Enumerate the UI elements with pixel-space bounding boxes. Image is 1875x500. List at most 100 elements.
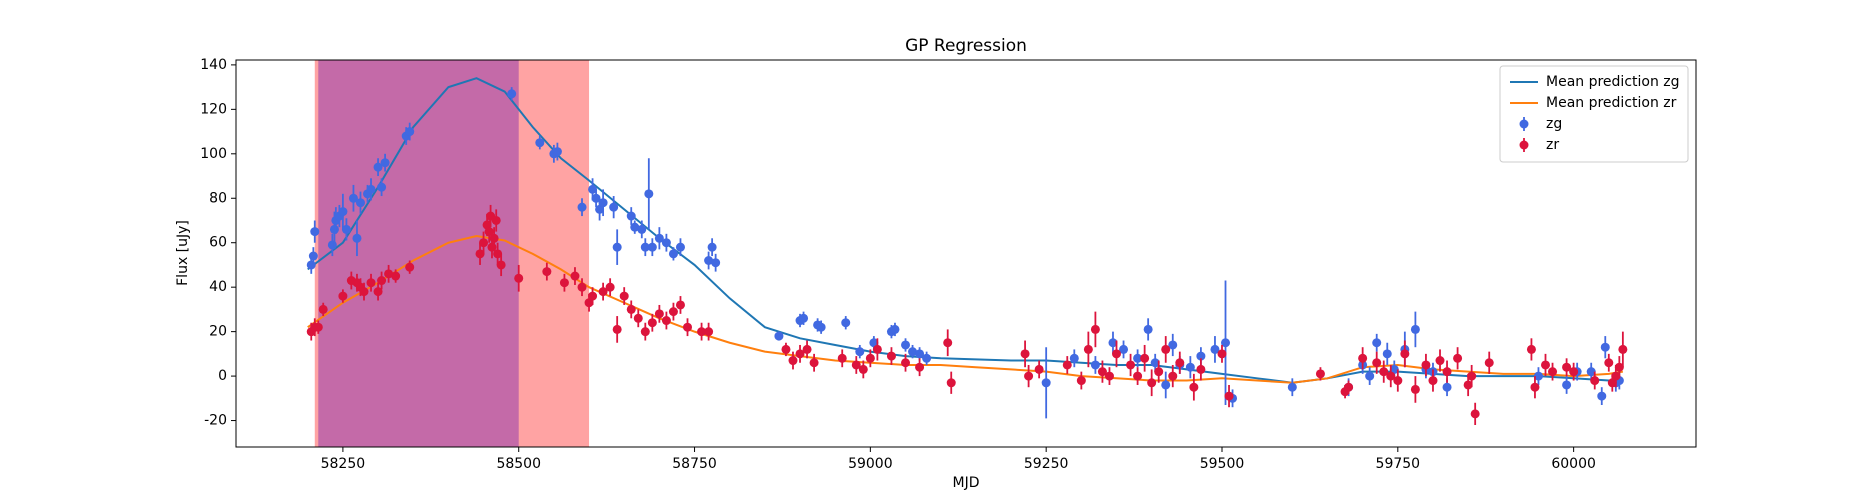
x-tick-label: 58750	[672, 456, 717, 472]
data-point	[318, 304, 328, 314]
data-point	[310, 227, 320, 237]
data-point	[595, 204, 605, 214]
x-tick-label: 60000	[1551, 456, 1596, 472]
data-point	[644, 189, 654, 199]
data-point	[1344, 382, 1354, 392]
data-point	[668, 249, 678, 259]
data-point	[338, 291, 348, 301]
legend-swatch	[1519, 119, 1529, 129]
data-point	[535, 138, 545, 148]
data-point	[355, 198, 365, 208]
data-point	[591, 193, 601, 203]
data-point	[1196, 364, 1206, 374]
data-point	[943, 338, 953, 348]
data-point	[405, 262, 415, 272]
x-axis-label: MJD	[953, 475, 980, 491]
data-point	[675, 242, 685, 252]
data-point	[1562, 380, 1572, 390]
data-point	[647, 318, 657, 328]
data-point	[491, 215, 501, 225]
data-point	[1358, 353, 1368, 363]
data-point	[559, 278, 569, 288]
legend: Mean prediction zg Mean prediction zr zg zr	[1499, 65, 1689, 163]
data-point	[1410, 324, 1420, 334]
data-point	[308, 251, 318, 261]
data-point	[489, 233, 499, 243]
data-point	[1210, 344, 1220, 354]
data-point	[1217, 349, 1227, 359]
mean-line	[307, 77, 1623, 384]
data-point	[858, 364, 868, 374]
data-point	[405, 127, 415, 137]
data-point	[484, 227, 494, 237]
mean-line	[307, 235, 1624, 384]
data-point	[1224, 391, 1234, 401]
data-point	[675, 300, 685, 310]
data-point	[329, 224, 339, 234]
data-point	[855, 347, 865, 357]
data-point	[341, 224, 351, 234]
data-point	[799, 313, 809, 323]
y-tick-label: -20	[204, 413, 227, 429]
data-point	[542, 267, 552, 277]
data-point	[872, 344, 882, 354]
data-point	[577, 282, 587, 292]
data-point	[707, 242, 717, 252]
data-point	[377, 182, 387, 192]
y-tick-label: 80	[209, 190, 227, 206]
data-point	[384, 269, 394, 279]
data-point	[704, 327, 714, 337]
data-point	[1041, 378, 1051, 388]
data-point	[479, 238, 489, 248]
x-tick-label: 59000	[848, 456, 893, 472]
data-point	[1150, 358, 1160, 368]
data-point	[795, 349, 805, 359]
data-point	[496, 260, 506, 270]
data-point	[619, 291, 629, 301]
y-axis-label: Flux [uJy]	[175, 220, 191, 286]
x-tick-label: 58250	[321, 456, 366, 472]
legend-label: Mean prediction zr	[1546, 95, 1677, 111]
data-point	[352, 233, 362, 243]
data-point	[598, 198, 608, 208]
data-point	[1315, 369, 1325, 379]
shaded-span	[318, 60, 519, 447]
data-point	[640, 242, 650, 252]
data-point	[1386, 371, 1396, 381]
data-point	[605, 282, 615, 292]
y-tick-label: 100	[200, 146, 227, 162]
data-point	[1590, 376, 1600, 386]
data-point	[1372, 338, 1382, 348]
data-point	[1421, 360, 1431, 370]
data-point	[1062, 360, 1072, 370]
data-point	[1530, 382, 1540, 392]
data-point	[373, 287, 383, 297]
data-point	[1400, 349, 1410, 359]
data-point	[588, 184, 598, 194]
data-point	[704, 256, 714, 266]
data-point	[802, 344, 812, 354]
data-point	[1442, 367, 1452, 377]
data-point	[1185, 362, 1195, 372]
data-point	[306, 260, 316, 270]
data-point	[493, 249, 503, 259]
data-point	[588, 291, 598, 301]
data-point	[774, 331, 784, 341]
data-point	[901, 340, 911, 350]
data-point	[1618, 344, 1628, 354]
data-point	[1569, 367, 1579, 377]
data-point	[946, 378, 956, 388]
y-tick-label: 20	[209, 324, 227, 340]
data-point	[1526, 344, 1536, 354]
data-point	[1104, 371, 1114, 381]
data-point	[1221, 338, 1231, 348]
data-point	[661, 316, 671, 326]
data-point	[809, 358, 819, 368]
legend-box	[1499, 65, 1689, 163]
x-tick-label: 59500	[1200, 456, 1245, 472]
data-point	[1133, 353, 1143, 363]
data-point	[661, 238, 671, 248]
data-point	[1175, 358, 1185, 368]
data-point	[1090, 360, 1100, 370]
